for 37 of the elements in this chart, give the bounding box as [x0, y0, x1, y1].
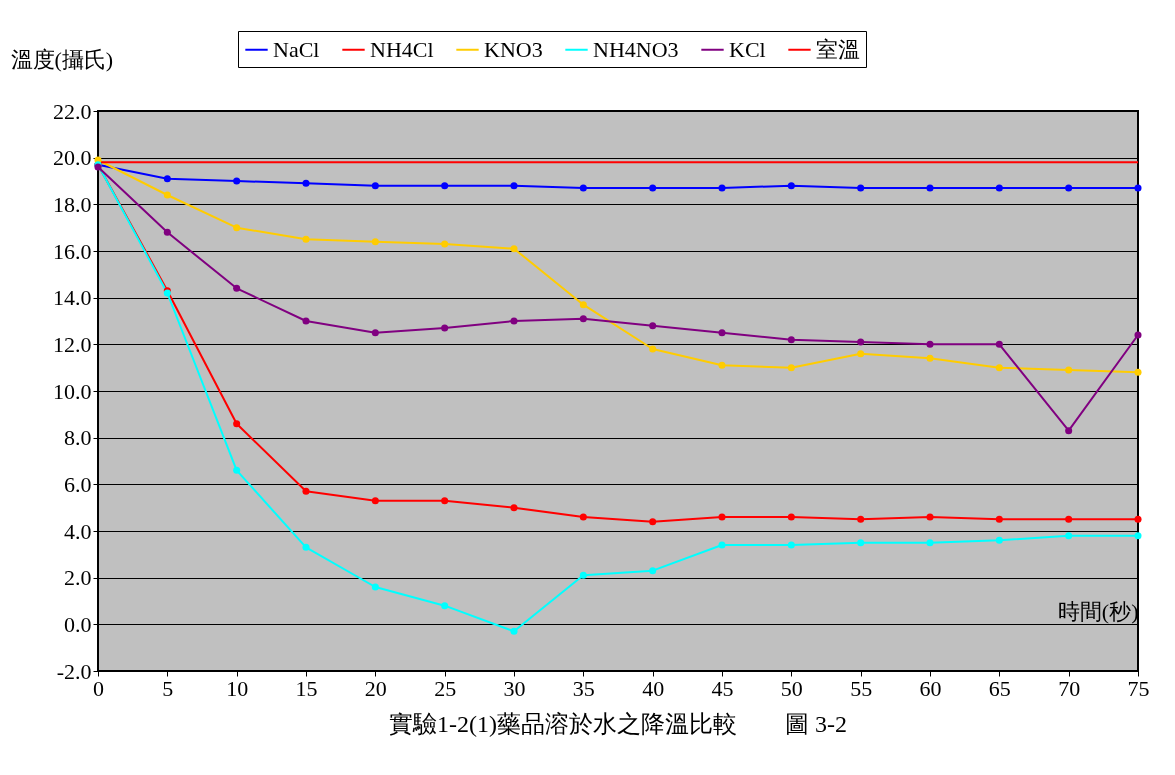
x-tick-label: 20 — [364, 675, 387, 701]
legend-label: 室溫 — [816, 36, 860, 62]
legend-label: NaCl — [273, 36, 320, 62]
y-tick-label: 4.0 — [64, 518, 92, 544]
y-tick-label: 22.0 — [53, 98, 92, 124]
y-tick-label: 8.0 — [64, 425, 92, 451]
x-tick-label: 75 — [1127, 675, 1150, 701]
x-tick-label: 15 — [295, 675, 318, 701]
y-axis-title: 溫度(攝氏) — [10, 46, 114, 72]
x-tick-label: 35 — [572, 675, 595, 701]
legend-label: NH4Cl — [370, 36, 434, 62]
y-tick-label: -2.0 — [56, 658, 92, 684]
y-tick-label: 14.0 — [53, 285, 92, 311]
x-tick-label: 10 — [226, 675, 249, 701]
y-tick-label: 10.0 — [53, 378, 92, 404]
legend-label: KNO3 — [484, 36, 543, 62]
y-tick-label: 16.0 — [53, 238, 92, 264]
x-tick-label: 50 — [780, 675, 803, 701]
x-tick-label: 60 — [919, 675, 942, 701]
legend-label: NH4NO3 — [593, 36, 679, 62]
x-tick-label: 45 — [711, 675, 734, 701]
x-tick-label: 65 — [988, 675, 1011, 701]
x-tick-label: 30 — [503, 675, 526, 701]
text: 實驗1-2(1)藥品溶於水之降溫比較 圖 3-2 — [389, 711, 847, 737]
x-tick-label: 40 — [642, 675, 665, 701]
x-tick-label: 0 — [93, 675, 104, 701]
legend-label: KCl — [729, 36, 766, 62]
y-tick-label: 12.0 — [53, 331, 92, 357]
y-tick-label: 0.0 — [64, 611, 92, 637]
y-tick-label: 6.0 — [64, 471, 92, 497]
y-tick-label: 2.0 — [64, 565, 92, 591]
y-tick-label: 18.0 — [53, 191, 92, 217]
x-tick-label: 25 — [434, 675, 457, 701]
y-tick-label: 20.0 — [53, 145, 92, 171]
x-tick-label: 5 — [162, 675, 174, 701]
x-tick-label: 70 — [1058, 675, 1081, 701]
x-tick-label: 55 — [850, 675, 873, 701]
